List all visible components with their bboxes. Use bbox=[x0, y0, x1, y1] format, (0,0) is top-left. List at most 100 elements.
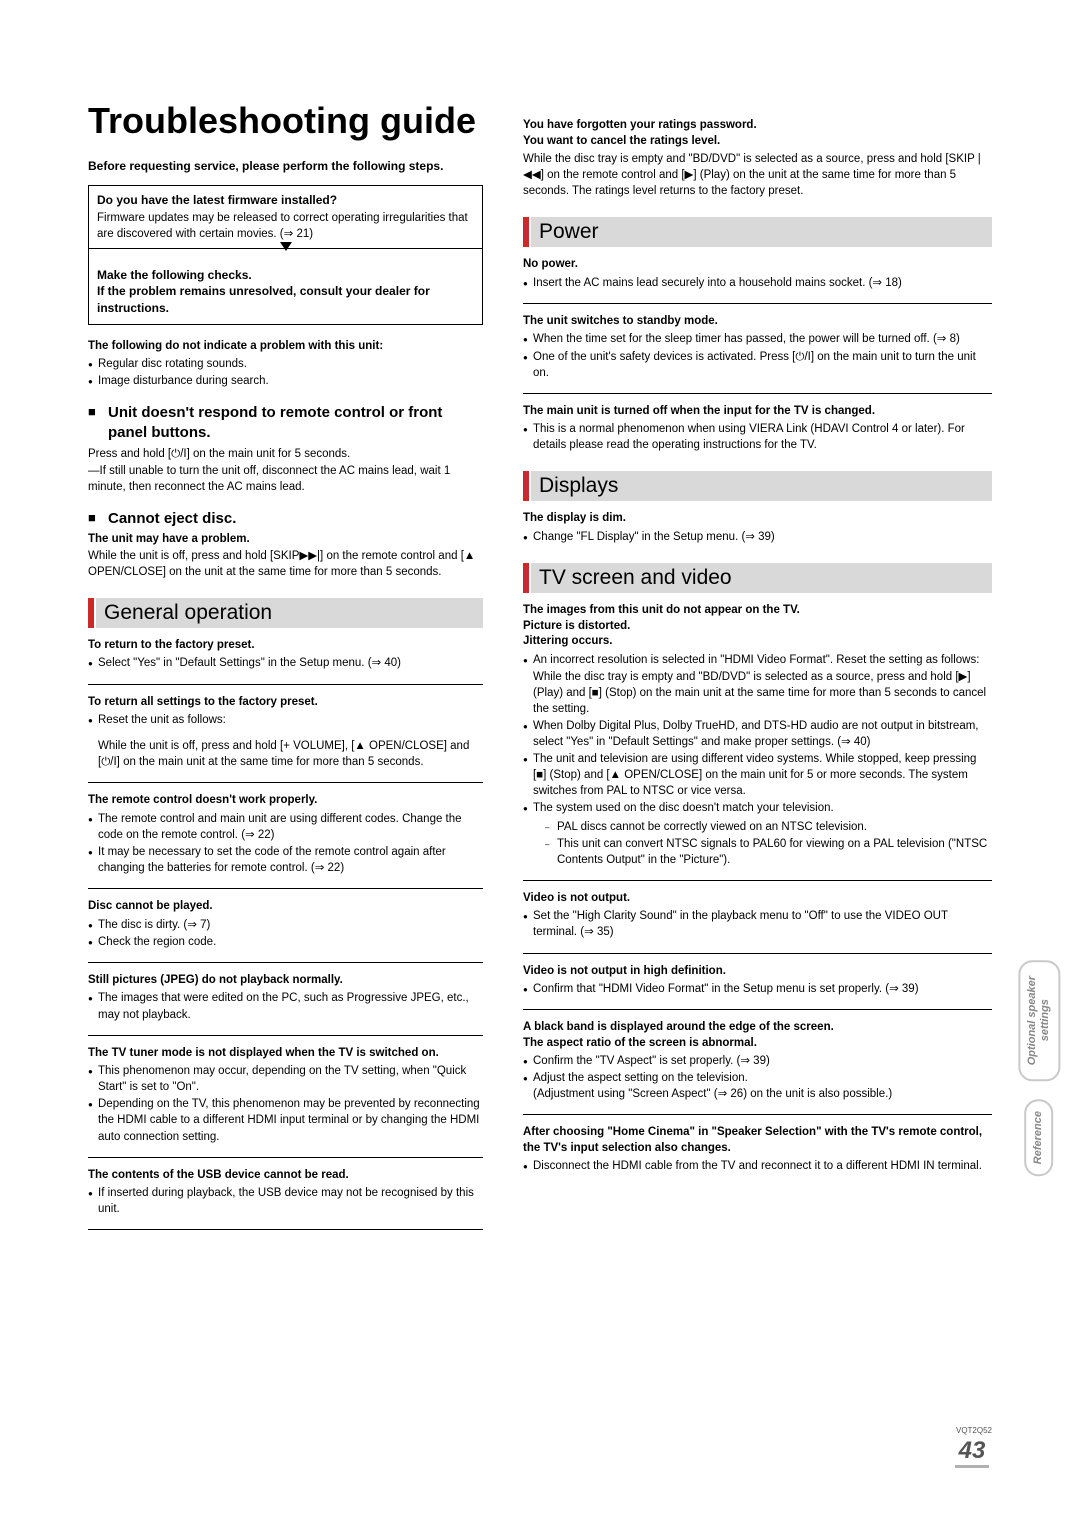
list-item: The unit and television are using differ… bbox=[523, 751, 992, 799]
list-item: Depending on the TV, this phenomenon may… bbox=[88, 1096, 483, 1144]
topic-remote-not-work: The remote control doesn't work properly… bbox=[88, 793, 483, 876]
list-item: It may be necessary to set the code of t… bbox=[88, 844, 483, 876]
firmware-box: Do you have the latest firmware installe… bbox=[88, 185, 483, 325]
list-item: The remote control and main unit are usi… bbox=[88, 811, 483, 843]
separator bbox=[523, 880, 992, 881]
topic-all-settings-preset: To return all settings to the factory pr… bbox=[88, 695, 483, 771]
page-footer: VQT2Q52 43 bbox=[952, 1426, 992, 1468]
topic-display-dim: The display is dim. Change "FL Display" … bbox=[523, 511, 992, 545]
red-bar-icon bbox=[523, 563, 529, 593]
topic-head: Still pictures (JPEG) do not playback no… bbox=[88, 973, 483, 989]
dash-item: PAL discs cannot be correctly viewed on … bbox=[545, 819, 992, 835]
topic-video-not-hd: Video is not output in high definition. … bbox=[523, 964, 992, 998]
list-item: Confirm that "HDMI Video Format" in the … bbox=[523, 981, 992, 997]
topic-head: Video is not output in high definition. bbox=[523, 964, 992, 980]
topic-usb: The contents of the USB device cannot be… bbox=[88, 1168, 483, 1218]
topic-black-band: A black band is displayed around the edg… bbox=[523, 1020, 992, 1102]
topic-head: You have forgotten your ratings password… bbox=[523, 118, 992, 149]
red-bar-icon bbox=[523, 217, 529, 247]
left-column: Troubleshooting guide Before requesting … bbox=[88, 100, 483, 1240]
section-label: Power bbox=[531, 217, 992, 247]
list-item: The system used on the disc doesn't matc… bbox=[523, 800, 992, 867]
right-column: You have forgotten your ratings password… bbox=[523, 100, 992, 1240]
topic-head: To return all settings to the factory pr… bbox=[88, 695, 483, 711]
list-item: Disconnect the HDMI cable from the TV an… bbox=[523, 1158, 992, 1174]
topic-head: Video is not output. bbox=[523, 891, 992, 907]
list-item: Check the region code. bbox=[88, 934, 483, 950]
topic-head: No power. bbox=[523, 257, 992, 273]
page-columns: Troubleshooting guide Before requesting … bbox=[88, 100, 992, 1240]
section-tv: TV screen and video bbox=[523, 563, 992, 593]
list-item-text: The system used on the disc doesn't matc… bbox=[533, 802, 834, 814]
topic-head: After choosing "Home Cinema" in "Speaker… bbox=[523, 1125, 992, 1156]
list-item-tail: (Adjustment using "Screen Aspect" (⇒ 26)… bbox=[533, 1086, 992, 1102]
separator bbox=[88, 1157, 483, 1158]
separator bbox=[523, 303, 992, 304]
topic-head: The contents of the USB device cannot be… bbox=[88, 1168, 483, 1184]
red-bar-icon bbox=[88, 598, 94, 628]
sq1-line1: Press and hold [⏻/I] on the main unit fo… bbox=[88, 446, 483, 462]
topic-video-not-output: Video is not output. Set the "High Clari… bbox=[523, 891, 992, 941]
topic-no-power: No power. Insert the AC mains lead secur… bbox=[523, 257, 992, 291]
section-label: Displays bbox=[531, 471, 992, 501]
topic-head: Disc cannot be played. bbox=[88, 899, 483, 915]
topic-standby: The unit switches to standby mode. When … bbox=[523, 314, 992, 381]
side-tabs: Optional speaker settings Reference bbox=[1018, 960, 1060, 1176]
dash-item: This unit can convert NTSC signals to PA… bbox=[545, 836, 992, 868]
sq1-line2: —If still unable to turn the unit off, d… bbox=[88, 463, 483, 495]
separator bbox=[523, 1009, 992, 1010]
topic-head: A black band is displayed around the edg… bbox=[523, 1020, 992, 1051]
not-problem-head: The following do not indicate a problem … bbox=[88, 339, 483, 355]
separator bbox=[523, 393, 992, 394]
section-label: General operation bbox=[96, 598, 483, 628]
list-item: Change "FL Display" in the Setup menu. (… bbox=[523, 529, 992, 545]
list-item: Reset the unit as follows: bbox=[88, 712, 483, 728]
topic-factory-preset: To return to the factory preset. Select … bbox=[88, 638, 483, 672]
list-item-text: An incorrect resolution is selected in "… bbox=[533, 654, 979, 666]
list-item: When Dolby Digital Plus, Dolby TrueHD, a… bbox=[523, 718, 992, 750]
list-item: If inserted during playback, the USB dev… bbox=[88, 1185, 483, 1217]
topic-head: The remote control doesn't work properly… bbox=[88, 793, 483, 809]
separator bbox=[523, 1114, 992, 1115]
list-item: This is a normal phenomenon when using V… bbox=[523, 421, 992, 453]
list-item: Select "Yes" in "Default Settings" in th… bbox=[88, 655, 483, 671]
separator bbox=[88, 782, 483, 783]
page-title: Troubleshooting guide bbox=[88, 100, 483, 142]
list-item: An incorrect resolution is selected in "… bbox=[523, 652, 992, 717]
list-item: Adjust the aspect setting on the televis… bbox=[523, 1070, 992, 1102]
page-number: 43 bbox=[955, 1437, 990, 1468]
section-general: General operation bbox=[88, 598, 483, 628]
list-item: Image disturbance during search. bbox=[88, 373, 483, 389]
firmware-body: Firmware updates may be released to corr… bbox=[97, 210, 474, 242]
list-item: The images that were edited on the PC, s… bbox=[88, 990, 483, 1022]
separator bbox=[88, 962, 483, 963]
topic-head: The TV tuner mode is not displayed when … bbox=[88, 1046, 483, 1062]
separator bbox=[88, 1229, 483, 1230]
side-tab-optional-speaker: Optional speaker settings bbox=[1018, 960, 1060, 1081]
firmware-question: Do you have the latest firmware installe… bbox=[97, 192, 474, 208]
topic-home-cinema: After choosing "Home Cinema" in "Speaker… bbox=[523, 1125, 992, 1174]
side-tab-reference: Reference bbox=[1024, 1099, 1053, 1176]
lead-text: Before requesting service, please perfor… bbox=[88, 158, 483, 175]
topic-head: The display is dim. bbox=[523, 511, 992, 527]
sq2-sub: The unit may have a problem. bbox=[88, 532, 483, 548]
firmware-check-head: Make the following checks. If the proble… bbox=[97, 255, 474, 316]
sq-head-unit-no-respond: Unit doesn't respond to remote control o… bbox=[88, 403, 483, 442]
list-item-text: Adjust the aspect setting on the televis… bbox=[533, 1072, 748, 1084]
doc-code: VQT2Q52 bbox=[952, 1426, 992, 1435]
topic-tv-tuner: The TV tuner mode is not displayed when … bbox=[88, 1046, 483, 1145]
not-problem-list: Regular disc rotating sounds. Image dist… bbox=[88, 356, 483, 389]
topic-head: To return to the factory preset. bbox=[88, 638, 483, 654]
red-bar-icon bbox=[523, 471, 529, 501]
list-item: Insert the AC mains lead securely into a… bbox=[523, 275, 992, 291]
separator bbox=[88, 888, 483, 889]
topic-body: While the disc tray is empty and "BD/DVD… bbox=[523, 151, 992, 199]
topic-main-off: The main unit is turned off when the inp… bbox=[523, 404, 992, 454]
sq-head-cannot-eject: Cannot eject disc. bbox=[88, 509, 483, 529]
list-item: Set the "High Clarity Sound" in the play… bbox=[523, 908, 992, 940]
list-item: The disc is dirty. (⇒ 7) bbox=[88, 917, 483, 933]
separator bbox=[523, 953, 992, 954]
section-displays: Displays bbox=[523, 471, 992, 501]
topic-disc-cannot-play: Disc cannot be played. The disc is dirty… bbox=[88, 899, 483, 950]
topic-cont: While the unit is off, press and hold [+… bbox=[88, 738, 483, 770]
